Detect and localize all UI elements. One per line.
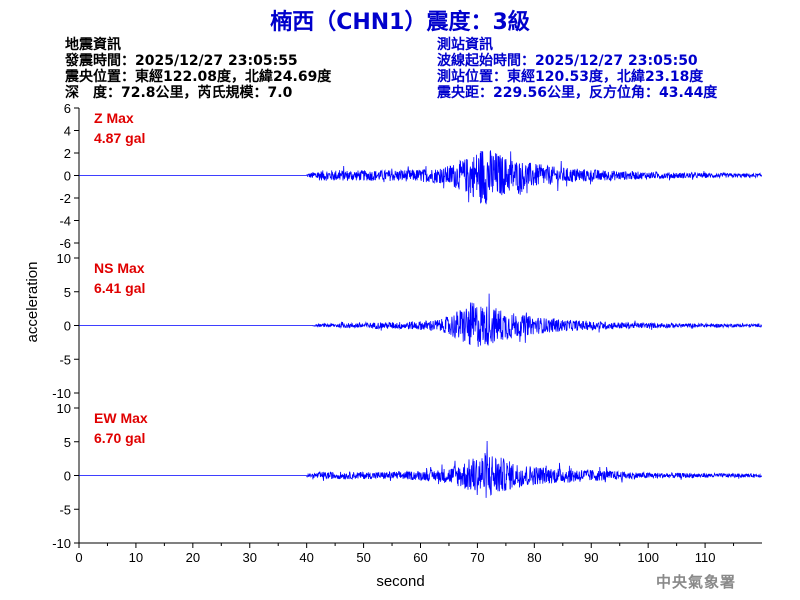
origin-time: 發震時間：2025/12/27 23:05:55 [65,53,298,69]
x-tick-label: 10 [129,550,143,565]
x-tick-label: 0 [75,550,82,565]
y-tick-label: -5 [59,352,71,367]
waveform-ns [79,293,763,347]
x-tick-label: 40 [299,550,313,565]
x-tick-label: 60 [413,550,427,565]
station-info: 測站資訊 波線起始時間：2025/12/27 23:05:50 測站位置：東經1… [437,37,717,101]
max-value-ns: 6.41 gal [94,280,145,296]
station-location: 測站位置：東經120.53度，北緯23.18度 [437,69,704,85]
chart-title: 楠西（CHN1）震度：3級 [270,10,530,35]
depth-magnitude: 深 度：72.8公里，芮氏規模：7.0 [65,85,293,101]
y-tick-label: 0 [64,169,71,184]
y-tick-label: -2 [59,191,71,206]
x-axis-label: second [376,573,424,590]
y-tick-label: -10 [52,536,71,551]
y-tick-label: 5 [64,285,71,300]
max-label-ew: EW Max [94,410,148,426]
x-tick-label: 110 [695,550,716,565]
x-tick-label: 90 [584,550,598,565]
station-info-heading: 測站資訊 [437,37,493,53]
x-tick-label: 20 [186,550,200,565]
y-tick-label: -4 [59,214,71,229]
wave-start-time: 波線起始時間：2025/12/27 23:05:50 [437,53,698,69]
x-tick-label: 70 [470,550,484,565]
x-tick-label: 80 [527,550,541,565]
x-tick-label: 30 [243,550,257,565]
max-value-ew: 6.70 gal [94,430,145,446]
y-tick-label: 10 [57,251,71,266]
y-tick-label: 6 [64,101,71,116]
y-axis-label: acceleration [24,262,41,343]
x-tick-label: 100 [637,550,659,565]
y-tick-label: 4 [64,124,71,139]
x-tick-label: 50 [356,550,370,565]
max-value-z: 4.87 gal [94,130,145,146]
y-tick-label: 10 [57,401,71,416]
y-tick-label: 0 [64,469,71,484]
y-tick-label: -6 [59,236,71,251]
cwa-watermark: 中央氣象署 [656,573,737,591]
y-tick-label: -10 [52,386,71,401]
waveform-z [79,150,763,205]
epicenter-location: 震央位置：東經122.08度，北緯24.69度 [65,69,332,85]
epicentral-distance: 震央距：229.56公里，反方位角：43.44度 [437,85,718,101]
y-tick-label: -5 [59,502,71,517]
waveform-ew [79,440,763,498]
y-tick-label: 5 [64,435,71,450]
earthquake-info: 地震資訊 發震時間：2025/12/27 23:05:55 震央位置：東經122… [65,37,331,101]
earthquake-info-heading: 地震資訊 [65,37,121,53]
max-label-z: Z Max [94,110,134,126]
y-tick-label: 2 [64,146,71,161]
y-tick-label: 0 [64,319,71,334]
max-label-ns: NS Max [94,260,145,276]
